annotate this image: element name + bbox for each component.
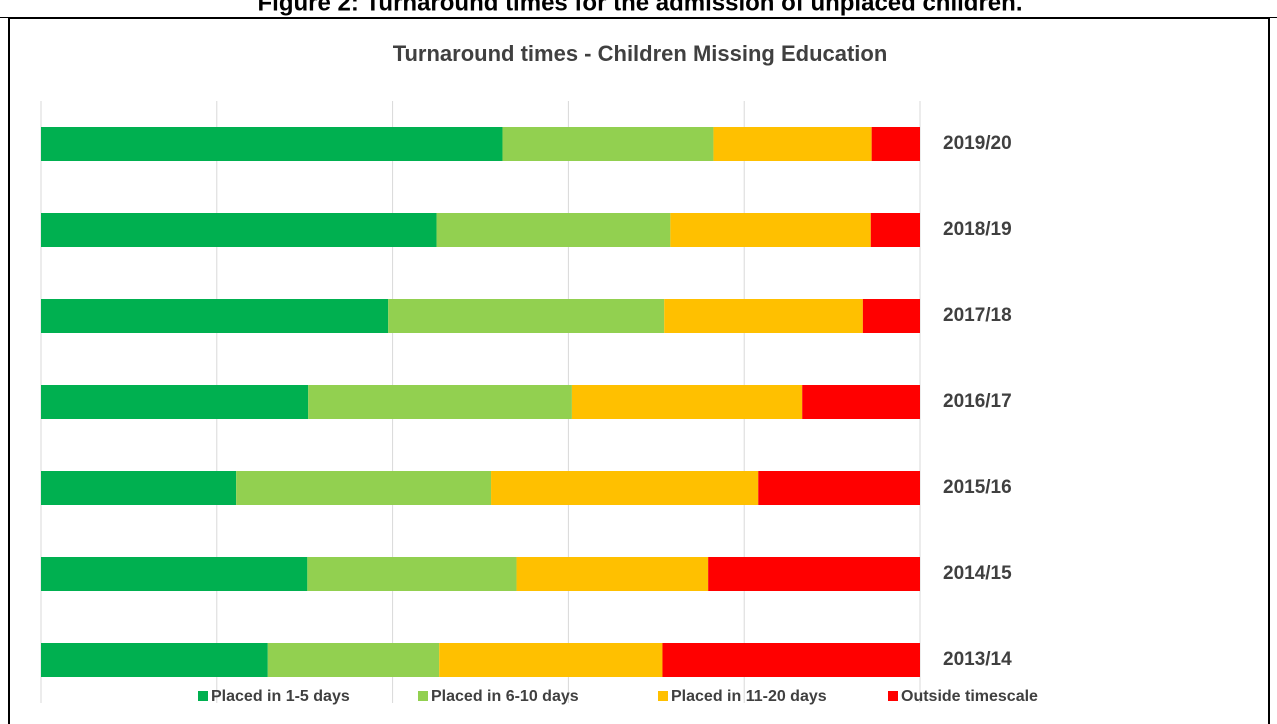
bar-segment: [862, 299, 920, 333]
bar-segment: [571, 385, 803, 419]
bar-segment: [802, 385, 920, 419]
bar-segment: [41, 299, 389, 333]
legend-swatch: [888, 691, 898, 701]
bar-segment: [307, 557, 517, 591]
bar-segment: [662, 643, 920, 677]
legend-swatch: [418, 691, 428, 701]
bar-segment: [516, 557, 709, 591]
chart-frame: [8, 17, 1270, 724]
category-label: 2016/17: [943, 391, 1012, 412]
legend-label: Placed in 11-20 days: [671, 688, 827, 705]
bar-segment: [664, 299, 863, 333]
legend-label: Placed in 6-10 days: [431, 688, 579, 705]
caption-band: [0, 0, 1277, 17]
bar-segment: [713, 127, 872, 161]
bar-segment: [502, 127, 714, 161]
bar-segment: [436, 213, 671, 247]
bar-segment: [491, 471, 759, 505]
category-label: 2013/14: [943, 649, 1012, 670]
bar-segment: [708, 557, 920, 591]
category-label: 2018/19: [943, 219, 1012, 240]
legend-swatch: [198, 691, 208, 701]
figure-caption: Figure 2: Turnaround times for the admis…: [258, 0, 1023, 16]
category-label: 2017/18: [943, 305, 1012, 326]
legend-swatch: [658, 691, 668, 701]
bar-segment: [267, 643, 440, 677]
category-label: 2019/20: [943, 133, 1012, 154]
bar-segment: [308, 385, 572, 419]
bar-segment: [41, 643, 268, 677]
legend-label: Placed in 1-5 days: [211, 688, 350, 705]
bar-segment: [758, 471, 920, 505]
bar-segment: [871, 127, 920, 161]
legend-label: Outside timescale: [901, 688, 1038, 705]
bar-segment: [41, 213, 437, 247]
bar-segment: [439, 643, 663, 677]
bar-segment: [41, 385, 309, 419]
bar-segment: [670, 213, 871, 247]
bar-segment: [870, 213, 920, 247]
category-label: 2014/15: [943, 563, 1012, 584]
bar-segment: [41, 557, 308, 591]
bar-segment: [41, 471, 237, 505]
bar-segment: [41, 127, 503, 161]
category-label: 2015/16: [943, 477, 1012, 498]
bar-segment: [236, 471, 492, 505]
bar-segment: [388, 299, 665, 333]
caption-rule: [0, 17, 1277, 18]
chart-title: Turnaround times - Children Missing Educ…: [393, 41, 888, 66]
